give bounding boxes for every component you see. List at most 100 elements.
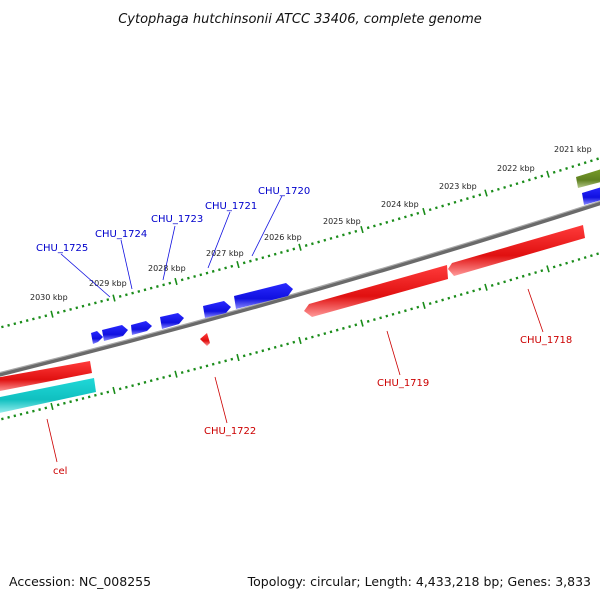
outer-ring-major-tick bbox=[422, 207, 426, 216]
inner-ring-minor-tick bbox=[100, 392, 103, 396]
gene-olive-arrow[interactable] bbox=[576, 168, 600, 188]
inner-ring-minor-tick bbox=[131, 384, 134, 388]
inner-ring-minor-tick bbox=[521, 274, 525, 278]
gene-chu-1724-right-arrow[interactable] bbox=[102, 325, 128, 341]
inner-ring-minor-tick bbox=[38, 408, 41, 411]
inner-ring-minor-tick bbox=[255, 351, 258, 354]
tick-label-2026: 2026 kbp bbox=[264, 233, 302, 242]
outer-ring-minor-tick bbox=[273, 252, 277, 256]
gene-cyan-arrow[interactable] bbox=[0, 378, 96, 414]
gene-chu-1722-arrow[interactable] bbox=[200, 333, 210, 346]
outer-ring-minor-tick bbox=[56, 311, 60, 315]
gene-chu-1724-left-arrow[interactable] bbox=[131, 321, 152, 335]
inner-ring-minor-tick bbox=[478, 287, 482, 291]
inner-ring-minor-tick bbox=[32, 409, 35, 413]
gene-chu-1720-arrow[interactable] bbox=[234, 283, 293, 309]
outer-ring-minor-tick bbox=[94, 301, 97, 305]
inner-ring-minor-tick bbox=[149, 379, 153, 383]
inner-ring-minor-tick bbox=[261, 349, 265, 353]
inner-ring-minor-tick bbox=[94, 393, 97, 397]
gene-blue-edge-arrow[interactable] bbox=[582, 186, 600, 205]
outer-ring-minor-tick bbox=[106, 298, 110, 302]
inner-ring-minor-tick bbox=[577, 257, 581, 261]
outer-ring-minor-tick bbox=[441, 204, 444, 208]
forward-strand-genes bbox=[91, 186, 600, 344]
reverse-strand-genes bbox=[0, 225, 585, 392]
inner-ring-minor-tick bbox=[379, 316, 382, 320]
inner-ring-minor-tick bbox=[366, 319, 370, 323]
inner-ring-minor-tick bbox=[583, 256, 587, 260]
topology-summary-text: Topology: circular; Length: 4,433,218 bp… bbox=[247, 574, 591, 589]
inner-ring-minor-tick bbox=[44, 406, 48, 410]
outer-ring-minor-tick bbox=[404, 215, 407, 219]
gene-chu-1719-arrow[interactable] bbox=[304, 265, 448, 317]
gene-cel-arrow[interactable] bbox=[0, 361, 92, 392]
inner-ring-minor-tick bbox=[459, 293, 463, 297]
inner-ring-major-tick bbox=[174, 370, 178, 378]
inner-ring-minor-tick bbox=[187, 369, 190, 373]
label-chu-1722: CHU_1722 bbox=[204, 426, 256, 437]
inner-ring-minor-tick bbox=[168, 374, 172, 378]
inner-ring-minor-tick bbox=[435, 300, 438, 304]
kbp-tick-labels: 2021 kbp 2022 kbp 2023 kbp 2024 kbp 2025… bbox=[30, 145, 592, 302]
inner-ring-major-tick bbox=[360, 319, 364, 327]
outer-ring-minor-tick bbox=[323, 238, 327, 242]
gene-chu-1723-arrow[interactable] bbox=[160, 313, 184, 329]
inner-ring-minor-tick bbox=[137, 382, 141, 386]
inner-ring-minor-tick bbox=[503, 280, 506, 284]
outer-ring-major-tick bbox=[298, 243, 302, 251]
outer-ring-minor-tick bbox=[87, 303, 91, 306]
outer-ring-minor-tick bbox=[292, 247, 296, 251]
outer-ring-minor-tick bbox=[453, 200, 457, 204]
outer-ring-minor-tick bbox=[7, 323, 10, 327]
outer-ring-minor-tick bbox=[199, 273, 203, 277]
inner-ring-minor-tick bbox=[397, 311, 401, 314]
genome-backbone bbox=[0, 200, 600, 377]
outer-ring-minor-tick bbox=[131, 291, 134, 295]
outer-ring-minor-tick bbox=[211, 269, 215, 273]
outer-ring-minor-tick bbox=[19, 320, 23, 324]
outer-ring-minor-tick bbox=[435, 206, 438, 210]
inner-ring-minor-tick bbox=[373, 318, 376, 322]
outer-ring-minor-tick bbox=[558, 168, 562, 172]
inner-ring-minor-tick bbox=[304, 337, 308, 341]
inner-ring-minor-tick bbox=[354, 323, 358, 327]
inner-ring-minor-tick bbox=[205, 364, 209, 368]
inner-ring-minor-tick bbox=[143, 380, 147, 384]
inner-ring-minor-tick bbox=[81, 397, 85, 400]
inner-ring-minor-tick bbox=[497, 282, 500, 286]
inner-ring-minor-tick bbox=[25, 411, 29, 415]
outer-ring-minor-tick bbox=[428, 208, 432, 212]
inner-ring-minor-tick bbox=[552, 265, 556, 269]
outer-ring-minor-tick bbox=[478, 193, 482, 197]
gene-chu-1721-arrow[interactable] bbox=[203, 301, 231, 318]
inner-ring-minor-tick bbox=[286, 342, 289, 346]
inner-ring-minor-tick bbox=[391, 312, 395, 316]
tick-label-2024: 2024 kbp bbox=[381, 200, 419, 209]
outer-ring-minor-tick bbox=[354, 229, 358, 233]
inner-ring-minor-tick bbox=[565, 261, 569, 265]
outer-ring-minor-tick bbox=[565, 167, 569, 170]
outer-ring-minor-tick bbox=[521, 180, 525, 184]
outer-ring-minor-tick bbox=[25, 319, 29, 323]
gene-chu-1725-arrow[interactable] bbox=[91, 331, 103, 344]
outer-ring-minor-tick bbox=[44, 314, 48, 318]
outer-ring-minor-tick bbox=[335, 235, 339, 239]
outer-ring-minor-tick bbox=[280, 251, 283, 254]
inner-ring-minor-tick bbox=[472, 289, 475, 293]
label-chu-1724: CHU_1724 bbox=[95, 229, 147, 240]
outer-ring-major-tick bbox=[174, 277, 178, 286]
inner-ring-minor-tick bbox=[509, 278, 513, 282]
inner-ring-minor-tick bbox=[416, 305, 420, 309]
tick-label-2023: 2023 kbp bbox=[439, 182, 477, 191]
outer-ring-minor-tick bbox=[589, 159, 593, 163]
outer-ring-minor-tick bbox=[447, 202, 451, 206]
inner-ring-minor-tick bbox=[292, 340, 296, 344]
outer-ring-minor-tick bbox=[490, 189, 494, 193]
inner-ring-minor-tick bbox=[106, 390, 110, 394]
tick-label-2021: 2021 kbp bbox=[554, 145, 592, 154]
inner-ring-minor-tick bbox=[162, 376, 165, 379]
gene-chu-1718-arrow[interactable] bbox=[448, 225, 585, 276]
outer-ring-minor-tick bbox=[75, 306, 79, 310]
outer-ring-minor-tick bbox=[125, 293, 128, 297]
